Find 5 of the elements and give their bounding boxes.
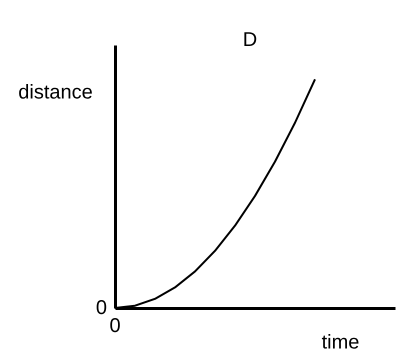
text: 0	[96, 297, 107, 319]
chart-title: D	[242, 29, 258, 51]
text: 0	[109, 315, 121, 337]
x-axis-title: time	[322, 332, 360, 354]
y-axis-title: distance	[18, 82, 93, 104]
